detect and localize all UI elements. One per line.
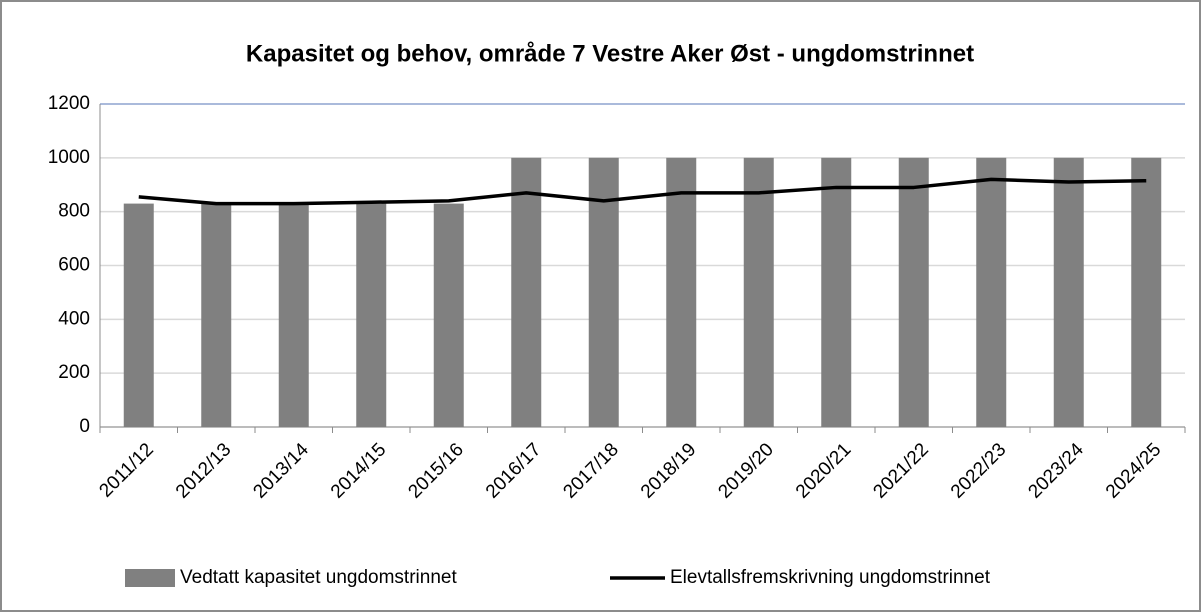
bar [433,203,464,427]
y-tick-label: 400 [58,308,90,329]
bar [356,203,387,427]
y-tick-label: 1000 [48,147,90,168]
y-tick-label: 0 [79,416,90,437]
legend-label: Vedtatt kapasitet ungdomstrinnet [180,567,457,588]
bar [821,157,852,428]
bar [1053,157,1084,428]
chart-title: Kapasitet og behov, område 7 Vestre Aker… [246,40,974,67]
bar [201,203,232,427]
bar [898,157,929,428]
bar [588,157,619,428]
bar [743,157,774,428]
y-tick-label: 1200 [48,93,90,114]
y-tick-label: 600 [58,255,90,276]
bar [123,203,154,427]
bar [511,157,542,428]
line [138,177,1147,206]
legend-swatch [125,569,175,587]
bar [278,203,309,427]
y-tick-label: 800 [58,201,90,222]
bar [1131,157,1162,428]
bar [666,157,697,428]
y-tick-label: 200 [58,362,90,383]
legend-label: Elevtallsfremskrivning ungdomstrinnet [670,567,991,588]
bar [976,157,1007,428]
